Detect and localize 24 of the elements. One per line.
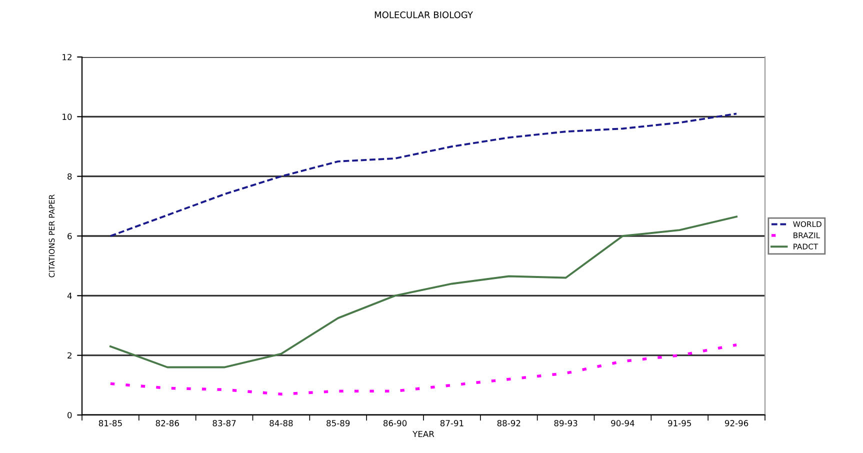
line-series (109, 216, 738, 368)
x-tick-label: 92-96 (724, 420, 748, 426)
x-tick-label: 82-86 (156, 420, 179, 426)
x-tick-label: 81-85 (98, 420, 122, 426)
x-tick-label: 88-92 (497, 420, 520, 426)
y-tick-label: 0 (68, 412, 72, 418)
y-tick-label: 2 (68, 352, 72, 358)
x-tick-label: 83-87 (212, 420, 236, 426)
x-tick-label: 87-91 (440, 420, 464, 426)
x-tick-label: 90-94 (611, 420, 634, 426)
line-series (109, 344, 738, 396)
y-tick-label: 4 (67, 292, 72, 299)
x-tick-label: 89-93 (554, 420, 578, 426)
y-tick-label: 10 (62, 114, 72, 120)
y-tick-label: 6 (68, 232, 72, 240)
y-tick-label: 12 (62, 54, 72, 60)
y-tick-label: 8 (68, 173, 72, 180)
x-axis-title: YEAR (412, 430, 434, 438)
x-tick-label: 84-88 (270, 420, 293, 426)
x-tick-label: 85-89 (326, 420, 350, 426)
line-series (109, 112, 738, 237)
x-tick-label: 91-95 (668, 420, 692, 426)
chart-title: MOLECULAR BIOLOGY (374, 11, 473, 18)
x-tick-label: 86-90 (384, 420, 407, 426)
